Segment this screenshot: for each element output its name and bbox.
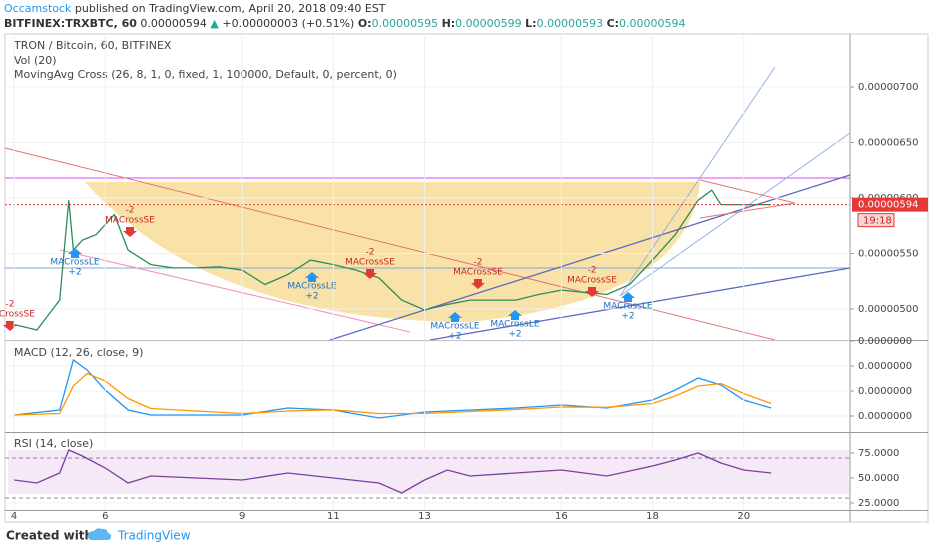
signal-label: MACrossSE [567,276,617,286]
y-tick-label: 75.0000 [858,448,899,459]
signal-qty: -2 [366,248,375,258]
signal-arrow [585,287,599,297]
change: +0.00000003 (+0.51%) [222,17,354,30]
symbol: BITFINEX:TRXBTC, 60 [4,17,137,30]
signal-qty: -2 [588,266,597,276]
tradingview-logo[interactable] [88,528,112,540]
x-tick-label: 11 [327,511,340,522]
y-tick-label: 0.0000000 [858,411,912,422]
y-tick-label: 0.0000000 [858,336,912,347]
y-tick-label: 0.00000500 [858,304,918,315]
countdown-box [857,213,895,228]
signal-qty: +2 [508,330,521,340]
signal-label: MACrossLE [490,320,539,330]
signal-arrow [508,310,522,320]
signal-arrow [448,312,462,322]
x-tick-label: 18 [646,511,659,522]
signal-qty: +2 [448,332,461,342]
publish-line: Occamstock published on TradingView.com,… [4,2,386,15]
trendline [329,174,851,341]
published: published on TradingView.com, April 20, … [75,2,386,15]
x-tick-label: 4 [11,511,17,522]
series-line [13,189,772,331]
signal-label: MACrossSE [0,310,35,320]
trendline [429,267,851,341]
trendline [59,249,411,333]
ohlc-value: 0.00000595 [372,17,438,30]
y-tick-label: 25.0000 [858,498,899,509]
pane-title: RSI (14, close) [14,437,93,450]
y-tick-label: 0.00000700 [858,82,918,93]
y-tick-label: 0.00000550 [858,248,918,259]
arrow: ▲ [210,17,219,30]
author[interactable]: Occamstock [4,2,72,15]
x-tick-label: 16 [555,511,568,522]
ohlc-key: L: [525,17,536,30]
ohlc-key: C: [607,17,619,30]
signal-label: MACrossLE [603,302,652,312]
last: 0.00000594 [140,17,206,30]
signal-qty: -2 [6,300,15,310]
cup-pattern [85,182,700,322]
ohlc-value: 0.00000594 [619,17,685,30]
chart-frame [4,33,929,523]
ohlc-key: H: [442,17,456,30]
pane-title: MACD (12, 26, close, 9) [14,346,143,359]
footer-created: Created with [6,529,93,543]
x-tick-label: 20 [737,511,750,522]
signal-qty: +2 [68,268,81,278]
quote-line: BITFINEX:TRXBTC, 60 0.00000594 ▲ +0.0000… [4,17,686,30]
x-tick-label: 9 [239,511,245,522]
signal-arrow [471,279,485,289]
y-tick-label: 0.00000650 [858,138,918,149]
series-line [14,358,772,419]
signal-arrow [123,227,137,237]
signal-arrow [621,292,635,302]
x-tick-label: 13 [418,511,431,522]
pane-subtitle: Vol (20) [14,54,57,67]
signal-label: MACrossSE [453,268,503,278]
rsi-band-fill [8,450,850,494]
pane-title: TRON / Bitcoin, 60, BITFINEX [13,39,172,52]
last-price-box [852,197,928,212]
signal-qty: -2 [126,206,135,216]
ray [619,66,776,297]
x-tick-label: 6 [102,511,108,522]
y-tick-label: 0.0000000 [858,361,912,372]
ohlc-value: 0.00000599 [455,17,521,30]
signal-qty: +2 [305,292,318,302]
signal-arrow [305,272,319,282]
ray [619,132,851,297]
triangle [699,179,796,219]
signal-label: MACrossLE [287,282,336,292]
pane-subtitle: MovingAvg Cross (26, 8, 1, 0, fixed, 1, … [14,68,397,81]
last-price-label: 0.00000594 [858,200,918,211]
signal-arrow [3,321,17,331]
signal-label: MACrossLE [430,322,479,332]
trendline [4,147,776,341]
signal-label: MACrossSE [345,258,395,268]
y-tick-label: 0.0000000 [858,386,912,397]
signal-arrow [363,269,377,279]
series-line [14,372,772,416]
signal-qty: -2 [474,258,483,268]
series-line [14,449,772,494]
ohlc-value: 0.00000593 [537,17,603,30]
footer-brand[interactable]: TradingView [117,529,191,543]
signal-qty: +2 [621,312,634,322]
ohlc-key: O: [358,17,372,30]
signal-arrow [68,248,82,258]
countdown: 19:18 [863,216,892,227]
signal-label: MACrossLE [50,258,99,268]
y-tick-label: 50.0000 [858,473,899,484]
signal-label: MACrossSE [105,216,155,226]
